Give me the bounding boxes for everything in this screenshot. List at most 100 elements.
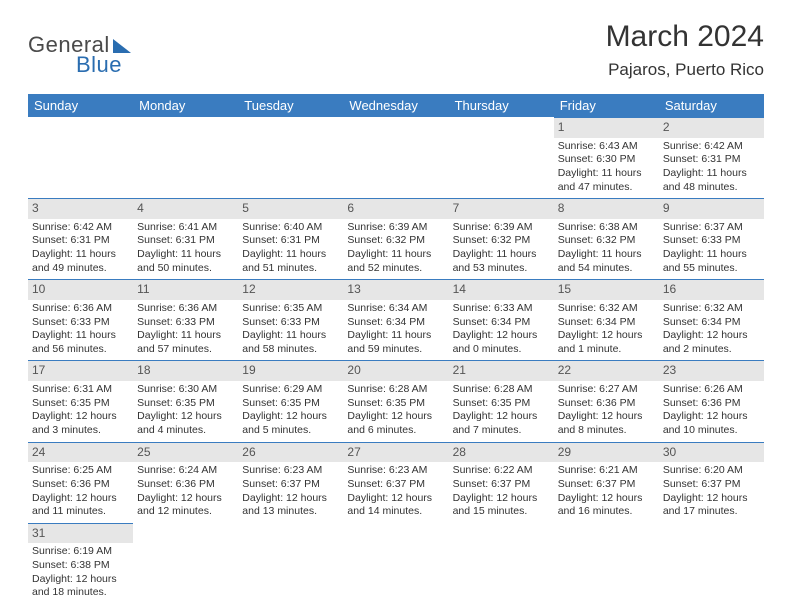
daylight-line: Daylight: 11 hours and 56 minutes.	[32, 329, 129, 356]
sunset-line: Sunset: 6:37 PM	[242, 478, 339, 492]
sunset-line: Sunset: 6:36 PM	[32, 478, 129, 492]
day-number: 12	[238, 279, 343, 300]
daylight-line: Daylight: 11 hours and 58 minutes.	[242, 329, 339, 356]
sunrise-line: Sunrise: 6:37 AM	[663, 221, 760, 235]
day-number: 6	[343, 198, 448, 219]
weekday-header: Friday	[554, 94, 659, 117]
daylight-line: Daylight: 11 hours and 55 minutes.	[663, 248, 760, 275]
calendar-cell: 10Sunrise: 6:36 AMSunset: 6:33 PMDayligh…	[28, 279, 133, 360]
calendar-cell: 21Sunrise: 6:28 AMSunset: 6:35 PMDayligh…	[449, 360, 554, 441]
day-number: 21	[449, 360, 554, 381]
sunset-line: Sunset: 6:36 PM	[137, 478, 234, 492]
day-number: 9	[659, 198, 764, 219]
daylight-line: Daylight: 11 hours and 50 minutes.	[137, 248, 234, 275]
day-content: Sunrise: 6:39 AMSunset: 6:32 PMDaylight:…	[449, 219, 554, 280]
calendar-cell: 14Sunrise: 6:33 AMSunset: 6:34 PMDayligh…	[449, 279, 554, 360]
calendar-cell: 23Sunrise: 6:26 AMSunset: 6:36 PMDayligh…	[659, 360, 764, 441]
day-number: 17	[28, 360, 133, 381]
daylight-line: Daylight: 12 hours and 10 minutes.	[663, 410, 760, 437]
day-number: 16	[659, 279, 764, 300]
daylight-line: Daylight: 11 hours and 59 minutes.	[347, 329, 444, 356]
sunset-line: Sunset: 6:33 PM	[242, 316, 339, 330]
sunrise-line: Sunrise: 6:36 AM	[32, 302, 129, 316]
sunset-line: Sunset: 6:32 PM	[558, 234, 655, 248]
day-number: 23	[659, 360, 764, 381]
daylight-line: Daylight: 12 hours and 3 minutes.	[32, 410, 129, 437]
day-content: Sunrise: 6:41 AMSunset: 6:31 PMDaylight:…	[133, 219, 238, 280]
daylight-line: Daylight: 12 hours and 5 minutes.	[242, 410, 339, 437]
daylight-line: Daylight: 11 hours and 52 minutes.	[347, 248, 444, 275]
weekday-header: Saturday	[659, 94, 764, 117]
day-content: Sunrise: 6:34 AMSunset: 6:34 PMDaylight:…	[343, 300, 448, 361]
calendar-cell: 5Sunrise: 6:40 AMSunset: 6:31 PMDaylight…	[238, 198, 343, 279]
calendar-cell: 8Sunrise: 6:38 AMSunset: 6:32 PMDaylight…	[554, 198, 659, 279]
daylight-line: Daylight: 12 hours and 17 minutes.	[663, 492, 760, 519]
calendar-cell: 16Sunrise: 6:32 AMSunset: 6:34 PMDayligh…	[659, 279, 764, 360]
calendar-week: 17Sunrise: 6:31 AMSunset: 6:35 PMDayligh…	[28, 360, 764, 441]
day-content: Sunrise: 6:39 AMSunset: 6:32 PMDaylight:…	[343, 219, 448, 280]
calendar-week: 24Sunrise: 6:25 AMSunset: 6:36 PMDayligh…	[28, 442, 764, 523]
sunrise-line: Sunrise: 6:39 AM	[347, 221, 444, 235]
day-content: Sunrise: 6:32 AMSunset: 6:34 PMDaylight:…	[554, 300, 659, 361]
weekday-header: Sunday	[28, 94, 133, 117]
sunset-line: Sunset: 6:36 PM	[558, 397, 655, 411]
sunrise-line: Sunrise: 6:33 AM	[453, 302, 550, 316]
daylight-line: Daylight: 12 hours and 12 minutes.	[137, 492, 234, 519]
sunset-line: Sunset: 6:37 PM	[558, 478, 655, 492]
sunset-line: Sunset: 6:37 PM	[453, 478, 550, 492]
sunrise-line: Sunrise: 6:41 AM	[137, 221, 234, 235]
calendar-cell	[133, 523, 238, 604]
sunrise-line: Sunrise: 6:20 AM	[663, 464, 760, 478]
daylight-line: Daylight: 12 hours and 18 minutes.	[32, 573, 129, 600]
sunset-line: Sunset: 6:34 PM	[453, 316, 550, 330]
day-number: 22	[554, 360, 659, 381]
weekday-header: Thursday	[449, 94, 554, 117]
sunrise-line: Sunrise: 6:24 AM	[137, 464, 234, 478]
calendar-cell: 19Sunrise: 6:29 AMSunset: 6:35 PMDayligh…	[238, 360, 343, 441]
calendar-cell: 27Sunrise: 6:23 AMSunset: 6:37 PMDayligh…	[343, 442, 448, 523]
sunrise-line: Sunrise: 6:22 AM	[453, 464, 550, 478]
day-content: Sunrise: 6:40 AMSunset: 6:31 PMDaylight:…	[238, 219, 343, 280]
daylight-line: Daylight: 12 hours and 11 minutes.	[32, 492, 129, 519]
daylight-line: Daylight: 12 hours and 15 minutes.	[453, 492, 550, 519]
day-content: Sunrise: 6:36 AMSunset: 6:33 PMDaylight:…	[133, 300, 238, 361]
sunrise-line: Sunrise: 6:23 AM	[347, 464, 444, 478]
sunrise-line: Sunrise: 6:35 AM	[242, 302, 339, 316]
daylight-line: Daylight: 12 hours and 0 minutes.	[453, 329, 550, 356]
sunset-line: Sunset: 6:32 PM	[347, 234, 444, 248]
calendar-cell	[238, 523, 343, 604]
day-content: Sunrise: 6:19 AMSunset: 6:38 PMDaylight:…	[28, 543, 133, 604]
day-number: 13	[343, 279, 448, 300]
day-content: Sunrise: 6:28 AMSunset: 6:35 PMDaylight:…	[449, 381, 554, 442]
day-number: 1	[554, 117, 659, 138]
sunset-line: Sunset: 6:31 PM	[137, 234, 234, 248]
sunrise-line: Sunrise: 6:28 AM	[453, 383, 550, 397]
sunrise-line: Sunrise: 6:26 AM	[663, 383, 760, 397]
daylight-line: Daylight: 12 hours and 7 minutes.	[453, 410, 550, 437]
month-title: March 2024	[606, 20, 764, 54]
day-content: Sunrise: 6:28 AMSunset: 6:35 PMDaylight:…	[343, 381, 448, 442]
day-number: 4	[133, 198, 238, 219]
title-block: March 2024 Pajaros, Puerto Rico	[606, 20, 764, 80]
daylight-line: Daylight: 12 hours and 2 minutes.	[663, 329, 760, 356]
calendar-week: 1Sunrise: 6:43 AMSunset: 6:30 PMDaylight…	[28, 117, 764, 198]
calendar-cell	[659, 523, 764, 604]
day-number: 8	[554, 198, 659, 219]
day-number: 28	[449, 442, 554, 463]
day-content: Sunrise: 6:23 AMSunset: 6:37 PMDaylight:…	[343, 462, 448, 523]
calendar-week: 3Sunrise: 6:42 AMSunset: 6:31 PMDaylight…	[28, 198, 764, 279]
calendar-cell: 15Sunrise: 6:32 AMSunset: 6:34 PMDayligh…	[554, 279, 659, 360]
sunrise-line: Sunrise: 6:21 AM	[558, 464, 655, 478]
calendar-cell: 13Sunrise: 6:34 AMSunset: 6:34 PMDayligh…	[343, 279, 448, 360]
logo-line2: Blue	[28, 52, 122, 78]
calendar-cell: 25Sunrise: 6:24 AMSunset: 6:36 PMDayligh…	[133, 442, 238, 523]
sunset-line: Sunset: 6:35 PM	[347, 397, 444, 411]
day-number: 15	[554, 279, 659, 300]
day-number: 18	[133, 360, 238, 381]
daylight-line: Daylight: 11 hours and 47 minutes.	[558, 167, 655, 194]
daylight-line: Daylight: 11 hours and 57 minutes.	[137, 329, 234, 356]
calendar-cell: 26Sunrise: 6:23 AMSunset: 6:37 PMDayligh…	[238, 442, 343, 523]
calendar-cell: 22Sunrise: 6:27 AMSunset: 6:36 PMDayligh…	[554, 360, 659, 441]
daylight-line: Daylight: 12 hours and 8 minutes.	[558, 410, 655, 437]
day-number: 11	[133, 279, 238, 300]
